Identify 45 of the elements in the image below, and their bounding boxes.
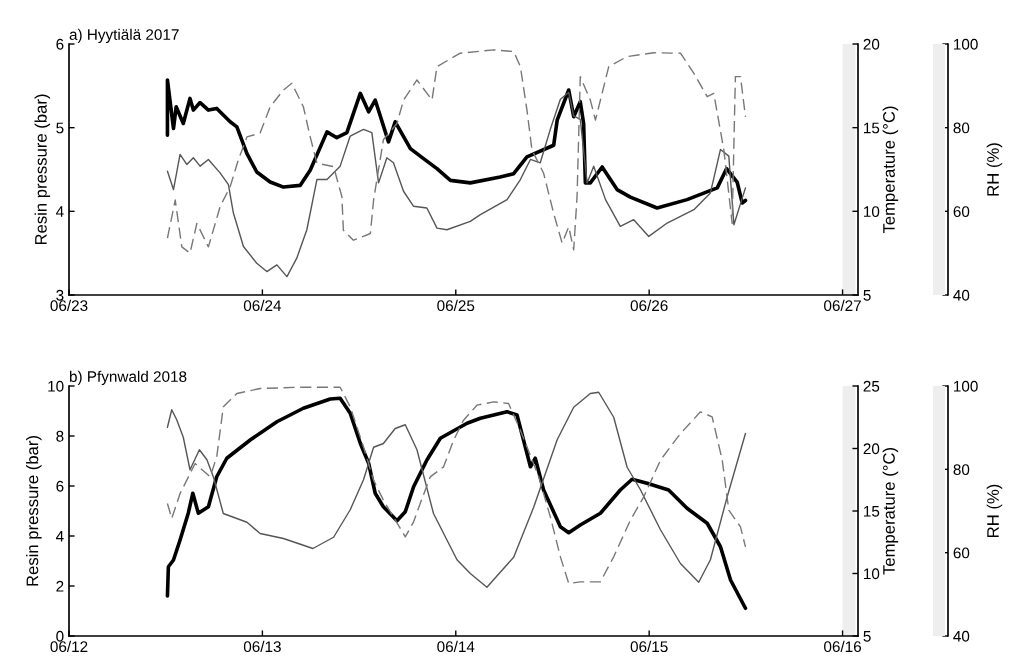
x-tick-label: 06/14	[437, 640, 475, 653]
y-tick-label: 2	[56, 580, 64, 592]
y-tick-label: 6	[56, 480, 64, 492]
x-tick-label: 06/12	[50, 640, 88, 653]
chart-title: a) Hyytiälä 2017	[69, 28, 179, 43]
y-tick-label: 10	[48, 380, 64, 392]
y3-tick-label: 40	[953, 289, 970, 301]
y3-tick-label: 60	[953, 547, 970, 559]
y2-tick-label: 10	[864, 206, 880, 218]
x-tick-label: 06/27	[824, 299, 861, 312]
y-tick-label: 3	[56, 289, 64, 301]
y3-axis-title: RH (%)	[986, 143, 1003, 196]
y-tick-label: 6	[56, 38, 64, 50]
y-axis-title: Resin pressure (bar)	[26, 436, 42, 586]
chart-title: b) Pfynwald 2018	[69, 370, 187, 385]
y2-tick-label: 15	[864, 506, 880, 517]
y2-tick-label: 5	[863, 290, 871, 301]
x-tick-label: 06/26	[630, 299, 668, 312]
y-axis-title: Resin pressure (bar)	[34, 94, 51, 245]
y3-tick-label: 80	[953, 464, 970, 476]
y-tick-label: 8	[56, 430, 64, 442]
y2-tick-label: 20	[863, 38, 880, 50]
y3-tick-label: 40	[953, 630, 970, 642]
y2-tick-label: 15	[864, 122, 880, 134]
y2-tick-label: 5	[863, 631, 871, 642]
y-tick-label: 4	[55, 531, 64, 542]
x-tick-label: 06/25	[437, 299, 475, 312]
y-tick-label: 5	[56, 122, 64, 134]
y-tick-label: 4	[55, 206, 64, 217]
x-tick-label: 06/13	[243, 640, 281, 653]
y2-axis-title: Temperature (°C)	[882, 106, 899, 234]
x-tick-label: 06/15	[630, 640, 668, 653]
y2-tick-label: 20	[863, 443, 880, 455]
x-tick-label: 06/23	[50, 299, 88, 312]
x-tick-label: 06/16	[824, 640, 861, 653]
y3-tick-label: 60	[953, 206, 970, 218]
y3-tick-label: 100	[954, 38, 978, 50]
y2-tick-label: 25	[863, 380, 880, 392]
y3-axis-title: RH (%)	[986, 484, 1003, 537]
y-tick-label: 0	[56, 630, 64, 642]
y3-tick-label: 100	[954, 380, 978, 392]
x-tick-label: 06/24	[243, 299, 282, 312]
y2-tick-label: 10	[864, 568, 880, 580]
y3-tick-label: 80	[953, 122, 970, 134]
y2-axis-title: Temperature (°C)	[882, 448, 899, 575]
